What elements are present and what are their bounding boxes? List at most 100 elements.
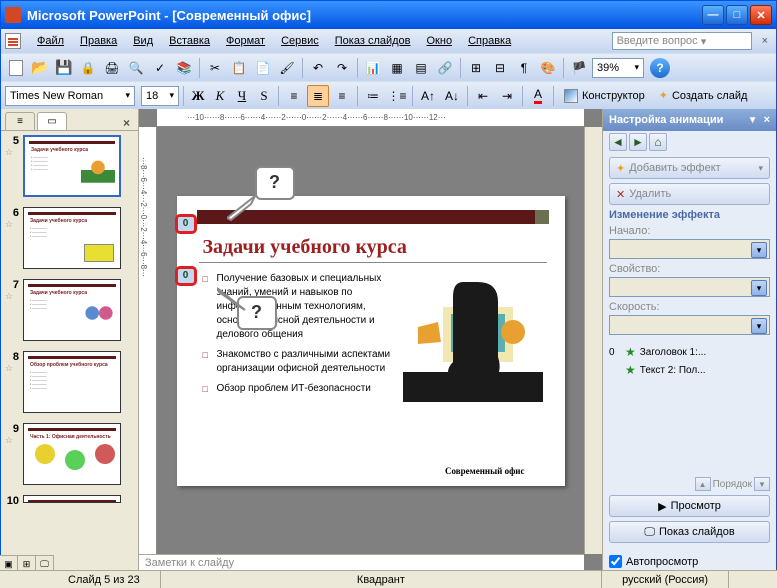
show-formatting-button[interactable]: ¶ xyxy=(513,57,535,79)
add-effect-button[interactable]: ✦Добавить эффект▾ xyxy=(609,157,770,179)
outline-tab[interactable]: ≡ xyxy=(5,112,35,130)
reorder-up-button[interactable]: ▲ xyxy=(695,477,711,491)
hyperlink-button[interactable]: 🔗 xyxy=(434,57,456,79)
thumb-5[interactable]: 5☆ Задачи учебного курса• ───────• ─────… xyxy=(5,135,134,197)
reorder-down-button[interactable]: ▼ xyxy=(754,477,770,491)
animation-marker-1[interactable]: 0 xyxy=(175,214,197,234)
pane-back-button[interactable]: ◄ xyxy=(609,133,627,151)
ask-question-box[interactable]: Введите вопрос ▾ xyxy=(612,32,752,50)
slide-thumbnails[interactable]: 5☆ Задачи учебного курса• ───────• ─────… xyxy=(1,131,138,572)
increase-font-button[interactable]: A↑ xyxy=(417,85,439,107)
underline-button[interactable]: Ч xyxy=(232,86,252,106)
animation-item[interactable]: 0 ★ Заголовок 1:... xyxy=(609,343,770,361)
menu-window[interactable]: Окно xyxy=(419,33,461,49)
bold-button[interactable]: Ж xyxy=(188,86,208,106)
thumb-8[interactable]: 8☆ Обзор проблем учебного курса• ───────… xyxy=(5,351,134,413)
research-button[interactable]: 📚 xyxy=(173,57,195,79)
thumb-6[interactable]: 6☆ Задачи учебного курса• ───────• ─────… xyxy=(5,207,134,269)
font-size-combo[interactable]: 18▾ xyxy=(141,86,179,106)
expand-button[interactable]: ⊞ xyxy=(465,57,487,79)
horizontal-ruler[interactable]: ⋯10⋯⋯8⋯⋯6⋯⋯4⋯⋯2⋯⋯0⋯⋯2⋯⋯4⋯⋯6⋯⋯8⋯⋯10⋯⋯12⋯ xyxy=(157,109,584,127)
new-button[interactable] xyxy=(5,57,27,79)
color-button[interactable]: 🎨 xyxy=(537,57,559,79)
menu-slideshow[interactable]: Показ слайдов xyxy=(327,33,419,49)
slide-panel: ≡ ▭ × 5☆ Задачи учебного курса• ───────•… xyxy=(1,109,139,572)
new-slide-button[interactable]: ✦Создать слайд xyxy=(653,85,754,107)
menu-insert[interactable]: Вставка xyxy=(161,33,218,49)
slide-canvas[interactable]: Задачи учебного курса Получение базовых … xyxy=(177,196,565,486)
print-button[interactable]: 🖨 xyxy=(101,57,123,79)
menu-tools[interactable]: Сервис xyxy=(273,33,327,49)
auto-preview-input[interactable] xyxy=(609,555,622,568)
slide-title-text[interactable]: Задачи учебного курса xyxy=(203,236,407,259)
pane-dropdown-button[interactable]: ▼ xyxy=(748,115,758,126)
animation-marker-2[interactable]: 0 xyxy=(175,266,197,286)
menu-edit[interactable]: Правка xyxy=(72,33,125,49)
shadow-button[interactable]: S xyxy=(254,86,274,106)
doc-close-button[interactable]: × xyxy=(758,35,772,47)
increase-indent-button[interactable]: ⇥ xyxy=(496,85,518,107)
save-button[interactable]: 💾 xyxy=(53,57,75,79)
cut-button[interactable]: ✂ xyxy=(204,57,226,79)
speed-combo[interactable] xyxy=(609,315,770,335)
minimize-button[interactable]: — xyxy=(702,5,724,25)
slideshow-button[interactable]: 🖵 Показ слайдов xyxy=(609,521,770,543)
font-color-button[interactable]: A xyxy=(527,85,549,107)
help-button[interactable]: ? xyxy=(650,58,670,78)
auto-preview-checkbox[interactable]: Автопросмотр xyxy=(603,551,776,572)
decrease-indent-button[interactable]: ⇤ xyxy=(472,85,494,107)
chart-button[interactable]: 📊 xyxy=(362,57,384,79)
slide-clipart[interactable] xyxy=(403,272,543,402)
copy-button[interactable]: 📋 xyxy=(228,57,250,79)
play-button[interactable]: ▶ Просмотр xyxy=(609,495,770,517)
thumb-7[interactable]: 7☆ Задачи учебного курса• ───────• ─────… xyxy=(5,279,134,341)
vertical-scrollbar[interactable] xyxy=(584,127,602,554)
language-indicator[interactable]: русский (Россия) xyxy=(601,571,728,588)
property-combo[interactable] xyxy=(609,277,770,297)
menu-file[interactable]: Файл xyxy=(29,33,72,49)
italic-button[interactable]: К xyxy=(210,86,230,106)
align-right-button[interactable]: ≡ xyxy=(331,85,353,107)
numbering-button[interactable]: ≔ xyxy=(362,85,384,107)
designer-button[interactable]: Конструктор xyxy=(558,85,651,107)
bullets-button[interactable]: ⋮≡ xyxy=(386,85,408,107)
permission-button[interactable]: 🔒 xyxy=(77,57,99,79)
template-name: Квадрант xyxy=(160,571,601,588)
align-left-button[interactable]: ≡ xyxy=(283,85,305,107)
remove-effect-button[interactable]: ✕Удалить xyxy=(609,183,770,205)
format-painter-button[interactable]: 🖌 xyxy=(276,57,298,79)
close-button[interactable]: ✕ xyxy=(750,5,772,25)
animation-list[interactable]: 0 ★ Заголовок 1:... ★ Текст 2: Пол... xyxy=(609,343,770,403)
spellcheck-button[interactable]: ✓ xyxy=(149,57,171,79)
table-button[interactable]: ▦ xyxy=(386,57,408,79)
start-combo[interactable] xyxy=(609,239,770,259)
menu-view[interactable]: Вид xyxy=(125,33,161,49)
flag-button[interactable]: 🏴 xyxy=(568,57,590,79)
menu-help[interactable]: Справка xyxy=(460,33,519,49)
panel-close-button[interactable]: × xyxy=(119,116,134,130)
pane-nav: ◄ ► ⌂ xyxy=(603,131,776,153)
vertical-ruler[interactable]: ⋯8⋯6⋯4⋯2⋯0⋯2⋯4⋯6⋯8⋯ xyxy=(139,127,157,554)
open-button[interactable]: 📂 xyxy=(29,57,51,79)
thumb-10[interactable]: 10 xyxy=(5,495,134,507)
decrease-font-button[interactable]: A↓ xyxy=(441,85,463,107)
undo-button[interactable]: ↶ xyxy=(307,57,329,79)
zoom-combo[interactable]: 39%▾ xyxy=(592,58,644,78)
pane-close-button[interactable]: × xyxy=(764,114,770,126)
slide-stage[interactable]: Задачи учебного курса Получение базовых … xyxy=(157,127,584,554)
maximize-button[interactable]: □ xyxy=(726,5,748,25)
thumb-9[interactable]: 9☆ Часть 1: Офисная деятельность xyxy=(5,423,134,485)
tables-border-button[interactable]: ▤ xyxy=(410,57,432,79)
animation-item[interactable]: ★ Текст 2: Пол... xyxy=(609,361,770,379)
grid-button[interactable]: ⊟ xyxy=(489,57,511,79)
pane-home-button[interactable]: ⌂ xyxy=(649,133,667,151)
redo-button[interactable]: ↷ xyxy=(331,57,353,79)
paste-button[interactable]: 📄 xyxy=(252,57,274,79)
document-icon[interactable] xyxy=(5,33,21,49)
align-center-button[interactable]: ≣ xyxy=(307,85,329,107)
menu-format[interactable]: Формат xyxy=(218,33,273,49)
preview-button[interactable]: 🔍 xyxy=(125,57,147,79)
slides-tab[interactable]: ▭ xyxy=(37,112,67,130)
pane-forward-button[interactable]: ► xyxy=(629,133,647,151)
font-combo[interactable]: Times New Roman▾ xyxy=(5,86,135,106)
